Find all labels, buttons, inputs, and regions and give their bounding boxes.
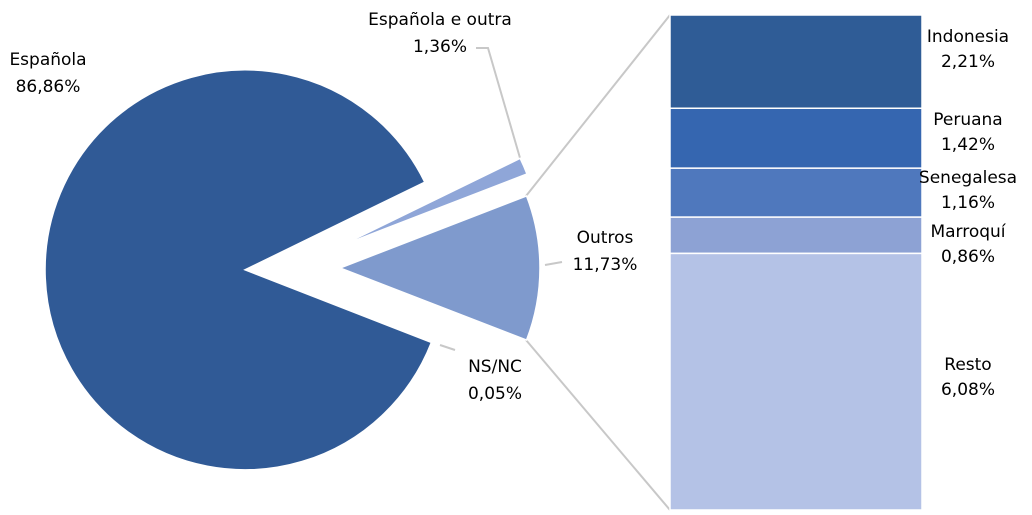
segment-label: Peruana [933,110,1002,130]
slice-label: NS/NC [468,357,522,377]
slice-value-label: 1,36% [413,37,467,57]
segment-label: Indonesia [927,27,1009,47]
slice-value-label: 0,05% [468,384,522,404]
pie-slice [336,285,525,360]
slice-value-label: 86,86% [16,77,81,97]
pie-slice [44,69,433,471]
leader-line [439,344,456,351]
slice-value-label: 11,73% [573,255,638,275]
pie-slice [340,157,528,247]
segment-value-label: 2,21% [941,52,995,72]
segment-label: Resto [944,355,991,375]
leader-line [544,261,563,266]
segment-value-label: 1,16% [941,193,995,213]
segment-value-label: 6,08% [941,380,995,400]
bar-segment [669,252,923,511]
connector-line [525,14,671,197]
bar-segment [669,216,923,255]
leader-line [476,47,521,159]
segment-label: Senegalesa [919,168,1017,188]
segment-value-label: 0,86% [941,247,995,267]
slice-label: Española e outra [368,10,512,30]
bar-segment [669,167,923,218]
bar-segment [669,14,923,110]
connector-line [525,339,671,511]
slice-label: Española [9,50,86,70]
bar-segment [669,107,923,169]
segment-value-label: 1,42% [941,135,995,155]
slice-label: Outros [577,228,634,248]
segment-label: Marroquí [930,222,1006,242]
pie-slice [337,194,541,342]
